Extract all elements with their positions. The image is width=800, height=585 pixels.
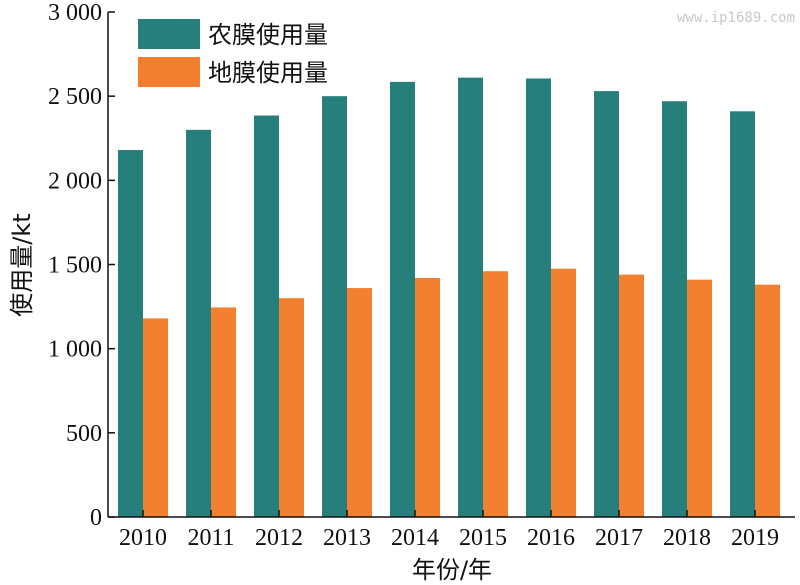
bar-dimo-2011 xyxy=(211,307,236,517)
legend-label: 农膜使用量 xyxy=(208,21,328,49)
legend-swatch xyxy=(138,57,200,87)
x-ticks: 2010 2011 2012 2013 2014 2015 2016 2017 2018 2019 xyxy=(119,510,779,551)
bar-nongmo-2011 xyxy=(186,129,211,518)
bars-layer xyxy=(118,77,780,518)
bar-dimo-2017 xyxy=(619,274,644,517)
y-tick-label: 2 000 xyxy=(48,168,102,194)
y-axis-title: 使用量/kt xyxy=(8,213,36,316)
x-tick-label: 2017 xyxy=(595,525,643,551)
bar-dimo-2015 xyxy=(483,271,508,517)
x-tick-label: 2019 xyxy=(731,525,779,551)
bar-dimo-2014 xyxy=(415,277,440,517)
bar-dimo-2018 xyxy=(687,279,712,517)
x-tick-label: 2015 xyxy=(459,525,507,551)
y-tick-label: 1 000 xyxy=(48,337,102,363)
bar-dimo-2010 xyxy=(143,318,168,517)
bar-nongmo-2010 xyxy=(118,150,143,518)
x-tick-label: 2010 xyxy=(119,525,167,551)
y-ticks: 0 500 1 000 1 500 2 000 2 500 3 000 xyxy=(48,0,115,531)
y-tick-label: 1 500 xyxy=(48,253,102,279)
bar-nongmo-2012 xyxy=(254,115,279,518)
x-tick-label: 2013 xyxy=(323,525,371,551)
legend-label: 地膜使用量 xyxy=(208,59,328,87)
bar-nongmo-2019 xyxy=(730,111,755,518)
y-tick-label: 2 500 xyxy=(48,84,102,110)
bar-nongmo-2018 xyxy=(662,101,687,517)
x-tick-label: 2016 xyxy=(527,525,575,551)
x-tick-label: 2011 xyxy=(187,525,234,551)
y-tick-label: 3 000 xyxy=(48,0,102,26)
x-axis-title: 年份/年 xyxy=(412,556,492,584)
x-tick-label: 2018 xyxy=(663,525,711,551)
y-tick-label: 0 xyxy=(90,505,102,531)
bar-dimo-2012 xyxy=(279,298,304,517)
bar-dimo-2013 xyxy=(347,288,372,517)
y-tick-label: 500 xyxy=(66,421,102,447)
x-tick-label: 2012 xyxy=(255,525,303,551)
bar-nongmo-2016 xyxy=(526,78,551,517)
bar-nongmo-2017 xyxy=(594,91,619,517)
bar-dimo-2019 xyxy=(755,284,780,517)
watermark-text: www.ip1689.com xyxy=(677,10,795,26)
legend-swatch xyxy=(138,19,200,49)
bar-nongmo-2015 xyxy=(458,77,483,518)
bar-dimo-2016 xyxy=(551,268,576,517)
bar-nongmo-2013 xyxy=(322,96,347,518)
bar-nongmo-2014 xyxy=(390,81,415,517)
x-tick-label: 2014 xyxy=(391,525,439,551)
